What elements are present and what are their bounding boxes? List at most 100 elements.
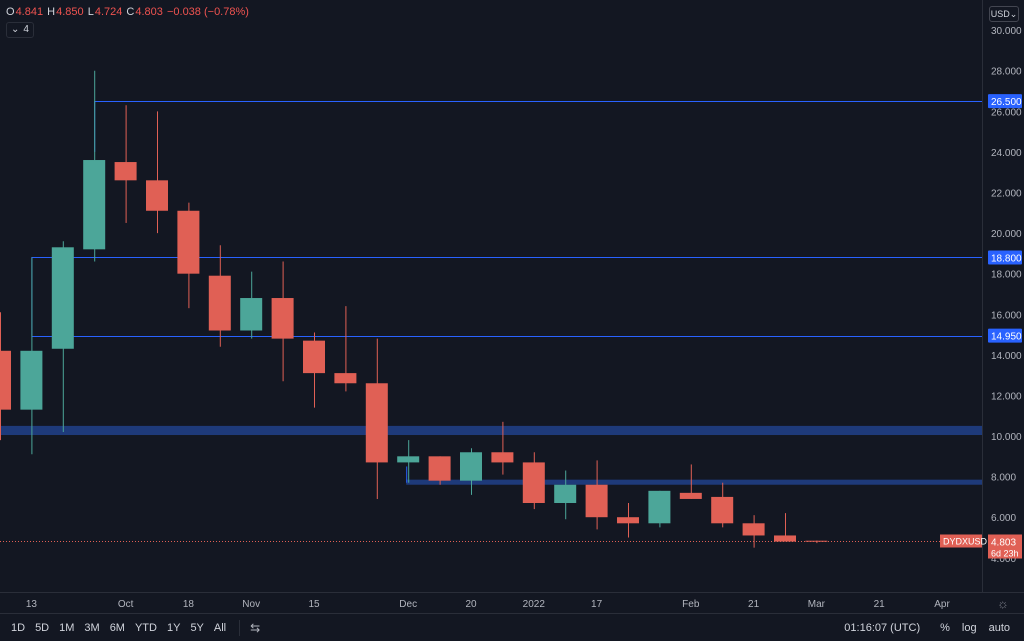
range-button-1m[interactable]: 1M xyxy=(59,621,75,634)
candle-body xyxy=(177,210,200,274)
level-price-label: 14.950 xyxy=(991,332,1022,343)
x-tick-label: 13 xyxy=(26,599,38,610)
divider xyxy=(239,619,241,636)
candle-body xyxy=(711,496,734,524)
candle-body xyxy=(365,383,388,463)
candle-body xyxy=(51,247,74,349)
level-price-label: 18.800 xyxy=(991,253,1022,264)
x-tick-label: Feb xyxy=(682,599,700,610)
range-button-ytd[interactable]: YTD xyxy=(134,621,157,634)
x-tick-label: 2022 xyxy=(523,599,546,610)
level-price-tag xyxy=(988,250,1022,265)
candle-body xyxy=(208,275,231,331)
range-button-6m[interactable]: 6M xyxy=(109,621,125,634)
right-controls: 01:16:07 (UTC) % log auto xyxy=(844,614,1016,641)
y-tick-label: 28.000 xyxy=(991,67,1022,78)
y-tick-label: 24.000 xyxy=(991,148,1022,159)
candle-body xyxy=(114,162,137,181)
gear-icon[interactable]: ☼ xyxy=(997,596,1009,611)
candle-body xyxy=(805,540,828,542)
y-tick-label: 10.000 xyxy=(991,432,1022,443)
x-tick-label: Mar xyxy=(808,599,826,610)
percent-toggle[interactable]: % xyxy=(940,621,950,634)
currency-button[interactable]: USD⌄ xyxy=(989,6,1019,22)
range-button-1d[interactable]: 1D xyxy=(11,621,26,634)
countdown-label: 6d 23h xyxy=(991,549,1019,559)
level-price-tag xyxy=(988,328,1022,343)
high-key: H xyxy=(47,6,56,18)
candle-body xyxy=(397,456,420,463)
candle-body xyxy=(585,484,608,518)
last-price-tag xyxy=(988,534,1022,559)
y-tick-label: 30.000 xyxy=(991,26,1022,37)
y-tick-label: 8.000 xyxy=(991,473,1016,484)
x-tick-label: 21 xyxy=(748,599,760,610)
candle-body xyxy=(617,517,639,524)
last-price-label: 4.803 xyxy=(991,538,1016,549)
x-tick-label: 18 xyxy=(183,599,195,610)
level-price-label: 26.500 xyxy=(991,97,1022,108)
x-tick-label: 15 xyxy=(308,599,320,610)
zone-band xyxy=(0,425,982,436)
candle-body xyxy=(271,298,294,339)
bottom-toolbar: 1D 5D 1M 3M 6M YTD 1Y 5Y All ⇆ 01:16:07 (UTC) % … xyxy=(0,613,1024,641)
close-key: C xyxy=(126,6,135,18)
x-tick-label: 17 xyxy=(591,599,603,610)
price-chart[interactable]: 4.000 6.000 8.000 10.000 12.000 14.000 16.000 1… xyxy=(0,0,1024,613)
y-tick-label: 16.000 xyxy=(991,310,1022,321)
range-button-5y[interactable]: 5Y xyxy=(190,621,204,634)
x-tick-label: Oct xyxy=(118,599,134,610)
candle-body xyxy=(0,350,11,410)
y-tick-label: 20.000 xyxy=(991,229,1022,240)
y-tick-label: 14.000 xyxy=(991,351,1022,362)
y-tick-label: 18.000 xyxy=(991,270,1022,281)
auto-toggle[interactable]: auto xyxy=(988,621,1010,634)
x-tick-label: Nov xyxy=(242,599,260,610)
candle-body xyxy=(554,484,577,503)
y-tick-label: 4.000 xyxy=(991,554,1016,565)
y-tick-label: 6.000 xyxy=(991,513,1016,524)
candle-body xyxy=(491,452,514,463)
range-button-1y[interactable]: 1Y xyxy=(166,621,181,634)
symbol-label: DYDXUSD xyxy=(943,537,988,547)
x-tick-label: Dec xyxy=(399,599,417,610)
change-value: −0.038 (−0.78%) xyxy=(166,6,249,18)
utc-clock[interactable]: 01:16:07 (UTC) xyxy=(844,621,921,634)
y-tick-label: 22.000 xyxy=(991,189,1022,200)
candle-body xyxy=(774,535,796,542)
indicator-toggle[interactable]: ⌄ 4 xyxy=(6,22,34,38)
goto-date-icon[interactable]: ⇆ xyxy=(250,620,261,635)
high-value: 4.850 xyxy=(56,6,84,18)
x-tick-label: Apr xyxy=(934,599,950,610)
candle-body xyxy=(428,456,451,481)
candle-body xyxy=(679,492,702,499)
candle-body xyxy=(648,490,671,524)
close-value: 4.803 xyxy=(135,6,163,18)
ohlc-legend: O4.841 H4.850 L4.724 C4.803 −0.038 (−0.7… xyxy=(6,6,250,18)
candle-body xyxy=(83,160,106,250)
low-key: L xyxy=(87,6,94,18)
currency-label: USD xyxy=(990,9,1010,19)
symbol-tag xyxy=(940,534,982,548)
range-button-5d[interactable]: 5D xyxy=(35,621,50,634)
candle-body xyxy=(146,180,168,211)
low-value: 4.724 xyxy=(94,6,123,18)
open-key: O xyxy=(6,6,15,18)
candle-body xyxy=(460,452,482,481)
candle-body xyxy=(522,462,545,503)
candle-body xyxy=(303,340,325,374)
y-tick-label: 12.000 xyxy=(991,391,1022,402)
range-buttons: 1D 5D 1M 3M 6M YTD 1Y 5Y All xyxy=(0,622,231,634)
candle-body xyxy=(20,350,43,410)
candle-body xyxy=(240,298,263,331)
chevron-down-icon: ⌄ xyxy=(1009,9,1018,19)
x-tick-label: 20 xyxy=(465,599,477,610)
indicator-count: 4 xyxy=(23,24,29,35)
candle-body xyxy=(334,373,357,384)
range-button-all[interactable]: All xyxy=(213,621,227,634)
zone-band xyxy=(406,479,982,485)
log-toggle[interactable]: log xyxy=(961,621,977,634)
chevron-down-icon: ⌄ xyxy=(11,24,20,35)
range-button-3m[interactable]: 3M xyxy=(84,621,100,634)
y-tick-label: 26.000 xyxy=(991,107,1022,118)
